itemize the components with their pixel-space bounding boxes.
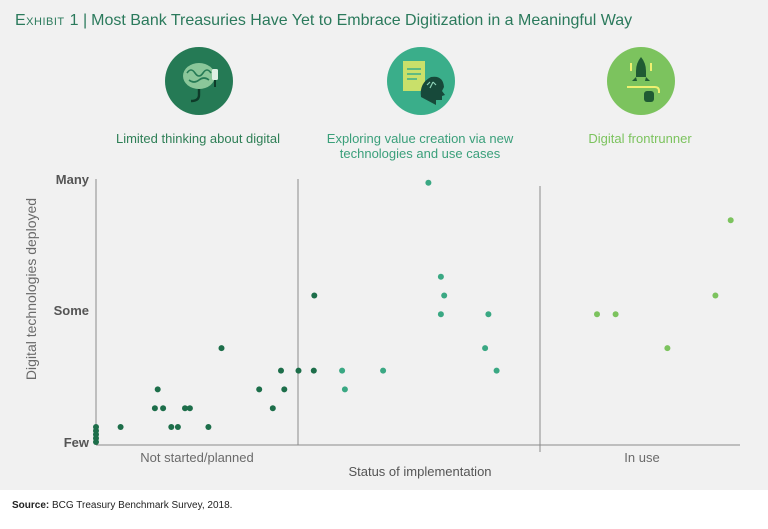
category-label-limited: Limited thinking about digital: [115, 131, 281, 146]
exhibit-label: Exhibit 1: [15, 12, 79, 29]
data-point-s2-3: [712, 292, 719, 299]
data-point-s0-11: [182, 405, 188, 412]
data-point-s0-5: [117, 424, 124, 430]
data-point-s0-10: [174, 424, 181, 430]
brain-circuit-icon: [165, 47, 233, 115]
category-label-frontrunner: Digital frontrunner: [588, 131, 692, 146]
title-separator: |: [82, 12, 88, 29]
data-point-s1-3: [425, 179, 432, 186]
x-group-label-not-started: Not started/planned: [140, 450, 253, 465]
data-point-s1-1: [341, 386, 348, 393]
source-note: Source: BCG Treasury Benchmark Survey, 2…: [12, 500, 232, 511]
data-point-s0-6: [151, 405, 158, 412]
exhibit-title: Exhibit 1 | Most Bank Treasuries Have Yet …: [15, 12, 632, 30]
data-point-s1-6: [437, 311, 444, 318]
data-point-s0-21: [311, 292, 318, 299]
y-tick-many: Many: [56, 172, 90, 187]
data-point-s1-8: [485, 311, 492, 318]
data-point-s2-4: [727, 217, 734, 224]
data-point-s1-0: [339, 367, 346, 374]
y-tick-few: Few: [64, 435, 90, 450]
data-point-s0-7: [154, 386, 161, 393]
data-point-s0-17: [278, 367, 284, 374]
data-point-s0-12: [186, 405, 193, 412]
category-label-exploring: Exploring value creation via new technol…: [326, 131, 514, 161]
data-point-s1-7: [482, 345, 489, 352]
scatter-chart: Digital technologies deployed Few Some M…: [23, 172, 740, 479]
exhibit-heading: Most Bank Treasuries Have Yet to Embrace…: [91, 12, 633, 29]
data-point-s0-20: [310, 367, 317, 374]
data-point-s0-13: [205, 424, 212, 430]
head-document-icon: [387, 47, 455, 115]
data-point-s0-16: [269, 405, 276, 412]
data-point-s0-18: [281, 386, 288, 393]
y-tick-some: Some: [54, 303, 89, 318]
data-point-s0-14: [218, 345, 225, 352]
x-group-label-in-use: In use: [624, 450, 659, 465]
source-text: BCG Treasury Benchmark Survey, 2018.: [52, 500, 233, 511]
data-point-s0-8: [160, 405, 167, 412]
data-point-s1-5: [441, 292, 448, 299]
data-point-s0-9: [168, 424, 175, 430]
data-point-s0-4: [93, 424, 99, 430]
data-point-s0-19: [295, 367, 302, 374]
data-point-s1-9: [493, 367, 500, 374]
rocket-launch-icon: [607, 47, 675, 115]
y-axis-label: Digital technologies deployed: [23, 198, 39, 380]
x-axis-label: Status of implementation: [348, 464, 491, 479]
data-point-s1-4: [437, 273, 444, 280]
data-point-s2-1: [612, 311, 619, 318]
source-label: Source:: [12, 500, 50, 511]
data-point-s2-0: [594, 311, 600, 318]
data-point-s2-2: [664, 345, 671, 352]
data-point-s0-15: [256, 386, 263, 393]
data-point-s1-2: [380, 367, 387, 374]
